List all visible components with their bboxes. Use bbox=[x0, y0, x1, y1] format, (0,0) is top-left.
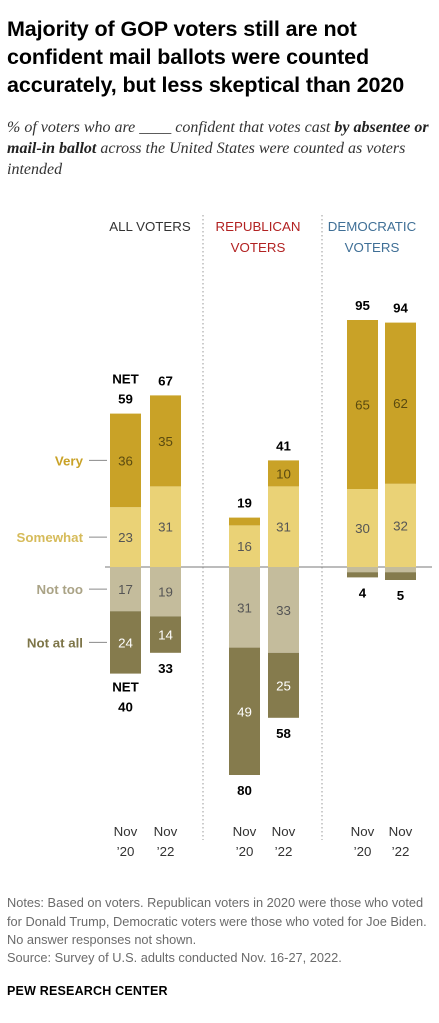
net-up-value-g1-c2: 67 bbox=[158, 373, 173, 388]
x-tick-year-g3-c2: ’22 bbox=[392, 844, 410, 859]
bar-somewhat-g1-c2 bbox=[150, 486, 181, 567]
bar-somewhat-g3-c2 bbox=[385, 483, 416, 567]
chart-title: Majority of GOP voters still are not con… bbox=[7, 17, 405, 97]
bar-somewhat-g2-c2 bbox=[268, 486, 299, 567]
x-tick-month-g1-c2: Nov bbox=[154, 824, 178, 839]
bar-very-g1-c1 bbox=[110, 413, 141, 508]
seg-label-not-too-g1-c2: 19 bbox=[158, 585, 173, 600]
subtitle-pre: % of voters who are ____ confident that … bbox=[7, 119, 335, 136]
bar-not-at-all-g2-c1 bbox=[229, 647, 260, 775]
seg-label-somewhat-g2-c2: 31 bbox=[276, 520, 291, 535]
bar-very-g2-c1 bbox=[229, 517, 260, 526]
chart-notes: Notes: Based on voters. Republican voter… bbox=[7, 895, 427, 947]
group-header-1-line-1: ALL VOTERS bbox=[109, 219, 191, 234]
net-up-value-g2-c2: 41 bbox=[276, 438, 291, 453]
x-tick-year-g2-c1: ’20 bbox=[236, 844, 254, 859]
bar-very-g1-c2 bbox=[150, 395, 181, 487]
x-tick-year-g1-c2: ’22 bbox=[157, 844, 175, 859]
net-up-value-g1-c1: 59 bbox=[118, 392, 133, 407]
x-tick-month-g3-c2: Nov bbox=[389, 824, 413, 839]
seg-label-somewhat-g1-c1: 23 bbox=[118, 530, 133, 545]
bar-not-at-all-g2-c2 bbox=[268, 652, 299, 718]
subtitle-bold: by absentee or mail-in ballot bbox=[7, 119, 429, 157]
net-down-value-g1-c2: 33 bbox=[158, 661, 173, 676]
net-up-value-g3-c1: 95 bbox=[355, 298, 370, 313]
x-tick-year-g3-c1: ’20 bbox=[354, 844, 372, 859]
bar-not-too-g2-c1 bbox=[229, 567, 260, 648]
subtitle-post: across the United States were counted as… bbox=[7, 140, 406, 178]
group-header-2-line-2: VOTERS bbox=[231, 240, 286, 255]
net-up-value-g2-c1: 19 bbox=[237, 496, 252, 511]
bar-not-at-all-g3-c1 bbox=[347, 572, 378, 578]
net-down-value-g3-c1: 4 bbox=[359, 585, 367, 600]
seg-label-not-at-all-g2-c1: 49 bbox=[237, 704, 252, 719]
bar-not-too-g1-c2 bbox=[150, 567, 181, 617]
net-up-value-g3-c2: 94 bbox=[393, 301, 408, 316]
legend-label-not-at-all: Not at all bbox=[27, 635, 83, 650]
legend-label-somewhat: Somewhat bbox=[17, 530, 84, 545]
seg-label-not-at-all-g1-c1: 24 bbox=[118, 635, 133, 650]
chart-subtitle: % of voters who are ____ confident that … bbox=[7, 117, 435, 180]
bar-not-too-g3-c1 bbox=[347, 567, 378, 573]
stacked-bar-chart: ALL VOTERS REPUBLICAN VOTERS DEMOCRATIC VOTE… bbox=[17, 215, 432, 859]
seg-label-very-g3-c2: 62 bbox=[393, 396, 408, 411]
bar-very-g3-c1 bbox=[347, 320, 378, 489]
bar-not-at-all-g1-c2 bbox=[150, 616, 181, 653]
chart-source: Source: Survey of U.S. adults conducted … bbox=[7, 950, 342, 965]
bar-not-at-all-g3-c2 bbox=[385, 572, 416, 580]
seg-label-not-at-all-g2-c2: 25 bbox=[276, 678, 291, 693]
net-down-value-g3-c2: 5 bbox=[397, 588, 405, 603]
bar-very-g2-c2 bbox=[268, 460, 299, 487]
x-tick-month-g1-c1: Nov bbox=[114, 824, 138, 839]
seg-label-somewhat-g3-c1: 30 bbox=[355, 521, 370, 536]
legend-label-not-too: Not too bbox=[36, 582, 83, 597]
x-tick-month-g2-c1: Nov bbox=[233, 824, 257, 839]
seg-label-somewhat-g1-c2: 31 bbox=[158, 520, 173, 535]
seg-label-very-g2-c2: 10 bbox=[276, 466, 291, 481]
x-tick-month-g2-c2: Nov bbox=[272, 824, 296, 839]
seg-label-not-at-all-g1-c2: 14 bbox=[158, 628, 173, 643]
net-down-value-g2-c2: 58 bbox=[276, 726, 291, 741]
seg-label-somewhat-g3-c2: 32 bbox=[393, 518, 408, 533]
seg-label-somewhat-g2-c1: 16 bbox=[237, 539, 252, 554]
net-up-label: NET bbox=[112, 372, 139, 387]
seg-label-very-g1-c2: 35 bbox=[158, 434, 173, 449]
group-header-3-line-1: DEMOCRATIC bbox=[328, 219, 417, 234]
net-down-label: NET bbox=[112, 680, 139, 695]
bar-somewhat-g2-c1 bbox=[229, 525, 260, 567]
x-tick-year-g1-c1: ’20 bbox=[117, 844, 135, 859]
bar-not-too-g1-c1 bbox=[110, 567, 141, 612]
net-down-value-g1-c1: 40 bbox=[118, 700, 133, 715]
bar-not-too-g2-c2 bbox=[268, 567, 299, 653]
bar-very-g3-c2 bbox=[385, 322, 416, 484]
group-header-2-line-1: REPUBLICAN bbox=[216, 219, 301, 234]
bar-not-at-all-g1-c1 bbox=[110, 611, 141, 674]
seg-label-very-g3-c1: 65 bbox=[355, 398, 370, 413]
seg-label-not-too-g2-c2: 33 bbox=[276, 603, 291, 618]
seg-label-not-too-g2-c1: 31 bbox=[237, 600, 252, 615]
x-tick-month-g3-c1: Nov bbox=[351, 824, 375, 839]
seg-label-very-g1-c1: 36 bbox=[118, 453, 133, 468]
x-tick-year-g2-c2: ’22 bbox=[275, 844, 293, 859]
seg-label-not-too-g1-c1: 17 bbox=[118, 582, 133, 597]
legend-label-very: Very bbox=[55, 453, 84, 468]
bar-not-too-g3-c2 bbox=[385, 567, 416, 573]
bar-somewhat-g1-c1 bbox=[110, 507, 141, 567]
net-down-value-g2-c1: 80 bbox=[237, 783, 252, 798]
brand-logo-text: PEW RESEARCH CENTER bbox=[7, 984, 168, 998]
group-header-3-line-2: VOTERS bbox=[345, 240, 400, 255]
bar-somewhat-g3-c1 bbox=[347, 489, 378, 567]
